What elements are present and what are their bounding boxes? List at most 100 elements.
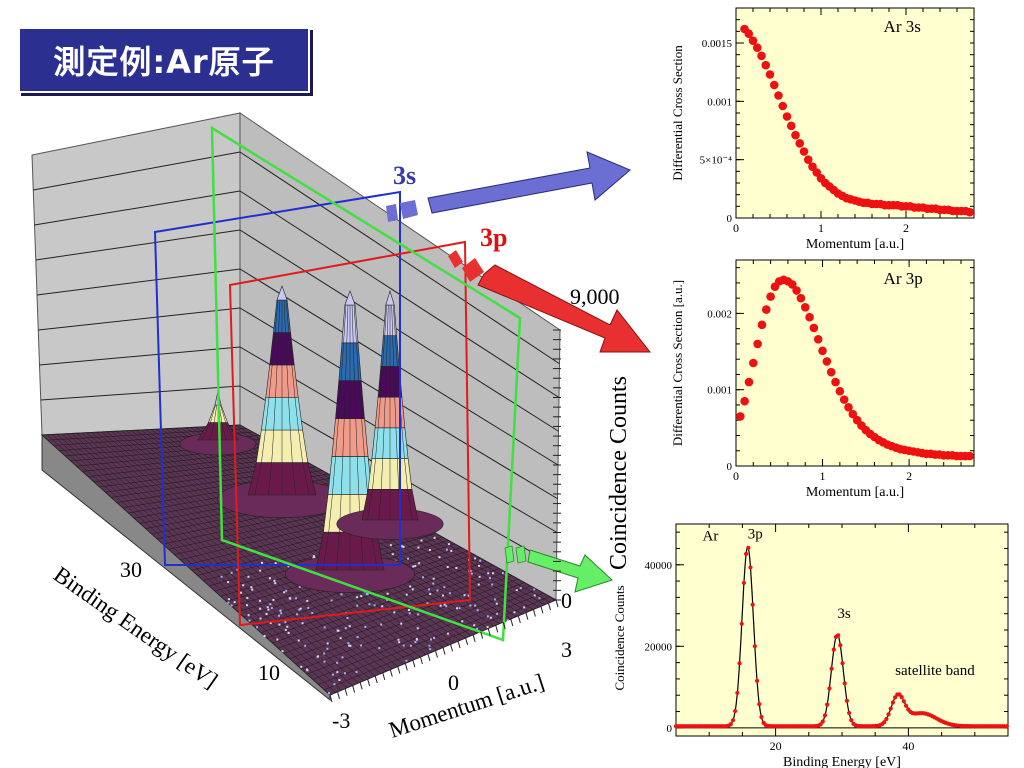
speckle-dot (450, 549, 453, 552)
peak-mesh (294, 397, 299, 431)
annotation: satellite band (895, 663, 975, 679)
data-point (795, 139, 805, 148)
data-point (778, 101, 788, 111)
data-point (805, 312, 814, 322)
peak-mesh (273, 397, 276, 431)
wall-grid-line (40, 385, 241, 401)
axis-tick (427, 653, 431, 661)
data-point (746, 545, 751, 550)
speckle-dot (338, 679, 341, 682)
speckle-dot (331, 673, 334, 676)
peak-mesh (364, 456, 368, 495)
axis-tick (389, 669, 393, 677)
axis-tick (404, 663, 408, 671)
speckle-dot (477, 583, 480, 586)
speckle-dot (455, 566, 458, 569)
speckle-dot (227, 601, 230, 604)
peak-mesh (395, 335, 398, 367)
data-point (809, 323, 819, 333)
annotation: 3s (837, 606, 851, 622)
peak-mesh (353, 304, 357, 343)
data-point (886, 712, 891, 717)
speckle-dot (311, 611, 314, 614)
data-point (757, 702, 762, 707)
axis-tick (397, 666, 401, 674)
cut-plane-total (210, 125, 522, 642)
data-point (835, 386, 845, 396)
y-tick-label: 0 (667, 723, 673, 735)
speckle-dot (259, 607, 262, 610)
speckle-dot (428, 549, 431, 552)
data-point (965, 451, 974, 461)
peak-mesh (288, 332, 293, 366)
speckle-dot (407, 608, 410, 611)
data-point (787, 280, 797, 289)
speckle-dot (267, 608, 270, 611)
data-point (792, 286, 801, 295)
speckle-dot (411, 588, 414, 591)
peak-mesh (340, 456, 344, 495)
peak-mesh (378, 489, 382, 521)
peak-mesh (275, 364, 278, 398)
data-point (769, 80, 779, 90)
z-tick-zero: 0 (561, 588, 572, 613)
x-tick-label: 2 (903, 221, 909, 235)
speckle-dot (259, 617, 262, 620)
speckle-dot (479, 559, 482, 562)
back-wall (31, 112, 241, 436)
peak-mesh (387, 304, 389, 336)
speckle-dot (360, 595, 363, 598)
speckle-dot (416, 627, 419, 630)
axis-tick (352, 685, 356, 693)
speckle-dot (364, 625, 367, 628)
speckle-dot (478, 575, 481, 578)
axis-tick (442, 647, 446, 655)
speckle-dot (422, 576, 425, 579)
data-point (761, 305, 771, 314)
data-point (800, 303, 810, 312)
speckle-dot (312, 555, 315, 558)
y-axis-label: Differential Cross Section [a.u.] (670, 280, 685, 446)
peak-mesh (210, 404, 216, 423)
peak-mesh (393, 304, 396, 336)
speckle-dot (538, 597, 541, 600)
speckle-dot (418, 562, 421, 565)
mesh-line (289, 575, 512, 659)
axis-tick (457, 641, 461, 649)
axis-tick (419, 656, 423, 665)
speckle-dot (501, 572, 504, 575)
peak-mesh (265, 397, 270, 431)
data-point (849, 718, 854, 723)
peak-mesh (302, 462, 310, 496)
peak-mesh (336, 532, 340, 571)
z-tick-top: 9,000 (570, 284, 620, 309)
data-point (884, 716, 889, 722)
data-point (754, 678, 760, 683)
speckle-dot (265, 612, 268, 615)
peak-tip (385, 289, 395, 306)
speckle-dot (427, 588, 430, 591)
speckle-dot (326, 642, 329, 645)
speckle-dot (458, 607, 461, 610)
speckle-dot (281, 650, 284, 653)
data-point (831, 647, 836, 652)
speckle-dot (285, 589, 288, 592)
peak-mesh (328, 494, 333, 533)
y-axis-label: Differential Cross Section (670, 45, 685, 181)
mesh-line (88, 452, 291, 477)
speckle-dot (343, 672, 346, 675)
peak-mesh (225, 422, 235, 441)
data-point (822, 713, 828, 718)
speckle-dot (336, 661, 339, 664)
data-point (730, 718, 736, 723)
axis-tick (450, 644, 454, 652)
speckle-dot (417, 546, 420, 549)
speckle-dot (473, 624, 476, 627)
speckle-dot (414, 564, 417, 567)
peak-mesh (404, 458, 408, 490)
chart-ar-3s: 0 1 2 0 5×10⁻⁴ 0.001 0.0015 Ar 3s Momentum [a.u.… (670, 7, 975, 252)
chart-ar-3p: 0 1 2 0 0.001 0.002 Ar 3p Momentum [a.u.] Differ… (670, 259, 975, 500)
x-tick-label: 0 (733, 469, 739, 483)
axis-tick (382, 672, 386, 680)
speckle-dot (401, 545, 404, 548)
